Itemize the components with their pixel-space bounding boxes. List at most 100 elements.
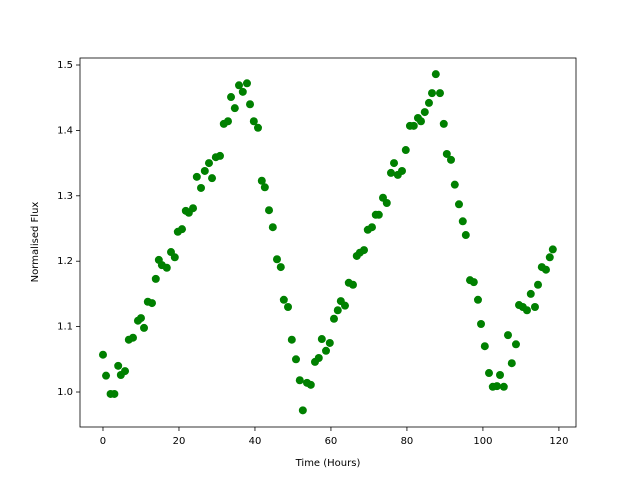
point xyxy=(382,198,391,207)
point xyxy=(276,263,285,272)
point xyxy=(431,70,440,79)
point xyxy=(401,146,410,155)
point xyxy=(428,89,437,98)
point xyxy=(548,245,557,254)
point xyxy=(253,123,262,132)
point xyxy=(284,302,293,311)
point xyxy=(545,253,554,262)
point xyxy=(416,117,425,126)
point xyxy=(151,274,160,283)
point xyxy=(265,206,274,215)
point xyxy=(473,295,482,304)
point xyxy=(162,263,171,272)
point xyxy=(322,346,331,355)
point xyxy=(227,93,236,102)
point xyxy=(102,371,111,380)
point xyxy=(189,204,198,213)
point xyxy=(325,338,334,347)
point xyxy=(333,306,342,315)
point xyxy=(367,223,376,232)
point xyxy=(230,104,239,113)
point xyxy=(499,382,508,391)
point xyxy=(454,200,463,209)
x-tick-label: 20 xyxy=(173,436,186,447)
point xyxy=(178,225,187,234)
point xyxy=(208,174,217,183)
point xyxy=(477,319,486,328)
point xyxy=(435,89,444,98)
point xyxy=(268,223,277,232)
point xyxy=(121,367,130,376)
point xyxy=(287,335,296,344)
x-tick-label: 120 xyxy=(549,436,568,447)
point xyxy=(507,359,516,368)
point xyxy=(496,371,505,380)
point xyxy=(314,354,323,363)
point xyxy=(386,168,395,177)
point xyxy=(317,335,326,344)
point xyxy=(541,265,550,274)
point xyxy=(492,382,501,391)
point xyxy=(450,180,459,189)
x-tick-label: 80 xyxy=(401,436,414,447)
x-tick-label: 60 xyxy=(325,436,338,447)
point xyxy=(272,255,281,264)
point xyxy=(291,355,300,364)
point xyxy=(216,151,225,160)
point xyxy=(348,280,357,289)
x-tick-label: 40 xyxy=(249,436,262,447)
point xyxy=(114,361,123,370)
point xyxy=(390,159,399,168)
point xyxy=(192,172,201,181)
point xyxy=(235,81,244,90)
point xyxy=(140,323,149,332)
point xyxy=(238,87,247,96)
y-tick-label: 1.1 xyxy=(57,322,73,333)
y-tick-label: 1.5 xyxy=(57,60,73,71)
point xyxy=(279,295,288,304)
point xyxy=(170,253,179,262)
point xyxy=(484,369,493,378)
point xyxy=(204,159,213,168)
y-tick-label: 1.3 xyxy=(57,191,73,202)
point xyxy=(469,278,478,287)
point xyxy=(409,121,418,130)
point xyxy=(306,380,315,389)
point xyxy=(530,302,539,311)
point xyxy=(147,299,156,308)
point xyxy=(461,231,470,240)
point xyxy=(420,108,429,117)
point xyxy=(374,210,383,219)
point xyxy=(223,117,232,126)
point xyxy=(246,100,255,109)
point xyxy=(511,340,520,349)
point xyxy=(439,119,448,128)
y-tick-label: 1.0 xyxy=(57,387,73,398)
x-axis-label: Time (Hours) xyxy=(295,458,361,469)
point xyxy=(329,314,338,323)
x-tick-label: 0 xyxy=(100,436,106,447)
point xyxy=(197,183,206,192)
point xyxy=(98,350,107,359)
y-axis-label: Normalised Flux xyxy=(30,202,41,283)
point xyxy=(200,166,209,175)
x-tick-label: 100 xyxy=(473,436,492,447)
point xyxy=(503,331,512,340)
point xyxy=(526,289,535,298)
point xyxy=(397,166,406,175)
point xyxy=(341,301,350,310)
point xyxy=(249,117,258,126)
point xyxy=(447,155,456,164)
point xyxy=(242,79,251,88)
point xyxy=(442,149,451,158)
y-tick-label: 1.2 xyxy=(57,256,73,267)
point xyxy=(260,183,269,192)
point xyxy=(359,246,368,255)
point xyxy=(522,306,531,315)
point xyxy=(458,217,467,226)
point xyxy=(295,376,304,385)
y-tick-label: 1.4 xyxy=(57,125,73,136)
point xyxy=(129,333,138,342)
